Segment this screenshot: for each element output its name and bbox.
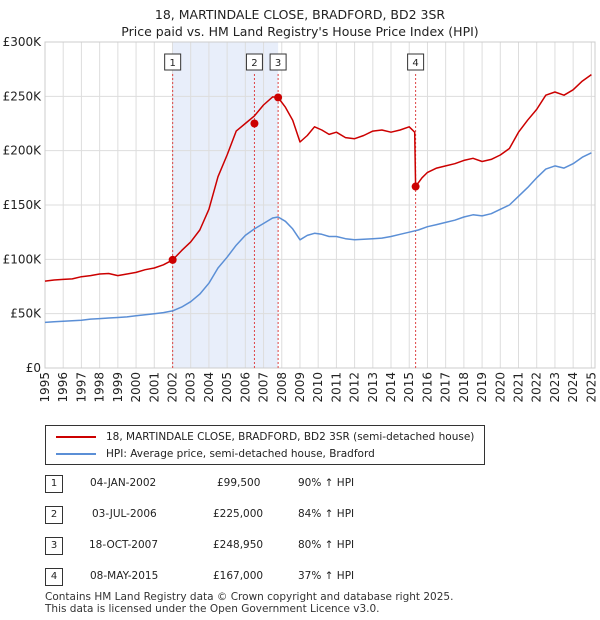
sale-number-badge: 4	[45, 568, 63, 586]
legend-label-property: 18, MARTINDALE CLOSE, BRADFORD, BD2 3SR …	[106, 431, 475, 443]
x-tick-label: 2020	[493, 372, 507, 403]
sale-point	[168, 255, 177, 264]
sale-row: 2 03-JUL-2006 £225,000 84% ↑ HPI	[45, 506, 445, 526]
sale-price: £248,950	[213, 539, 264, 551]
chart-subtitle: Price paid vs. HM Land Registry's House …	[121, 24, 479, 39]
x-tick-label: 2001	[147, 372, 161, 403]
x-tick-label: 2005	[220, 372, 234, 403]
sale-number-badge: 2	[45, 506, 63, 524]
y-tick-label: £150K	[3, 198, 43, 212]
x-tick-label: 2012	[348, 372, 362, 403]
x-tick-label: 2022	[530, 372, 544, 403]
y-tick-label: £100K	[3, 252, 43, 266]
sale-row: 4 08-MAY-2015 £167,000 37% ↑ HPI	[45, 568, 445, 588]
property-price-line	[44, 73, 592, 282]
x-tick-label: 2019	[475, 372, 489, 403]
x-tick-label: 2014	[384, 372, 398, 403]
x-tick-label: 2007	[257, 372, 271, 403]
sale-date: 08-MAY-2015	[90, 570, 159, 582]
sale-price: £225,000	[213, 508, 264, 520]
footer-licence: This data is licensed under the Open Gov…	[45, 603, 380, 615]
legend: 18, MARTINDALE CLOSE, BRADFORD, BD2 3SR …	[45, 425, 485, 465]
x-tick-label: 2021	[512, 372, 526, 403]
x-tick-label: 2011	[329, 372, 343, 403]
x-tick-label: 2024	[566, 372, 580, 403]
sale-hpi-change: 90% ↑ HPI	[298, 477, 355, 489]
y-tick-label: £200K	[3, 144, 43, 158]
price-chart: £0 £50K £100K £150K £200K £250K £300K 1995 1996 1…	[3, 35, 599, 403]
sale-point	[250, 119, 259, 128]
sale-marker-label: 4	[412, 58, 418, 69]
sale-row: 3 18-OCT-2007 £248,950 80% ↑ HPI	[45, 537, 445, 557]
x-tick-label: 2009	[293, 372, 307, 403]
sale-marker-box	[269, 53, 287, 71]
x-tick-label: 2008	[275, 372, 289, 403]
sale-marker-label: 1	[169, 58, 175, 69]
y-tick-label: £250K	[3, 89, 43, 103]
sale-number-badge: 3	[45, 537, 63, 555]
x-tick-label: 1997	[74, 372, 88, 403]
x-tick-label: 1999	[111, 372, 125, 403]
sale-marker-box	[407, 53, 425, 71]
sale-hpi-change: 84% ↑ HPI	[298, 508, 355, 520]
sale-marker-label: 3	[275, 58, 281, 69]
x-tick-label: 2023	[548, 372, 562, 403]
sale-marker-box	[245, 53, 263, 71]
legend-swatch-property	[56, 436, 96, 438]
x-tick-label: 2013	[366, 372, 380, 403]
x-tick-label: 2025	[584, 372, 598, 403]
sale-point	[411, 182, 420, 191]
sale-row: 1 04-JAN-2002 £99,500 90% ↑ HPI	[45, 475, 445, 495]
sale-hpi-change: 80% ↑ HPI	[298, 539, 355, 551]
x-tick-label: 1996	[56, 372, 70, 403]
y-tick-label: £0	[26, 361, 41, 375]
legend-item-hpi: HPI: Average price, semi-detached house,…	[56, 446, 375, 462]
legend-swatch-hpi	[56, 453, 96, 455]
chart-title: 18, MARTINDALE CLOSE, BRADFORD, BD2 3SR	[154, 7, 446, 22]
footer-copyright: Contains HM Land Registry data © Crown c…	[45, 591, 454, 603]
x-tick-label: 2016	[420, 372, 434, 403]
plot-frame	[44, 41, 596, 369]
legend-label-hpi: HPI: Average price, semi-detached house,…	[106, 448, 375, 460]
x-tick-label: 2004	[202, 372, 216, 403]
x-tick-label: 2000	[129, 372, 143, 403]
x-tick-label: 2002	[165, 372, 179, 403]
sale-price: £99,500	[217, 477, 261, 489]
y-tick-label: £300K	[3, 35, 43, 49]
legend-item-property: 18, MARTINDALE CLOSE, BRADFORD, BD2 3SR …	[56, 429, 474, 445]
x-tick-label: 2010	[311, 372, 325, 403]
x-tick-label: 1998	[93, 372, 107, 403]
x-tick-label: 2006	[238, 372, 252, 403]
sale-price: £167,000	[213, 570, 264, 582]
sale-number-badge: 1	[45, 475, 63, 493]
sale-date: 04-JAN-2002	[90, 477, 157, 489]
x-tick-label: 2003	[184, 372, 198, 403]
sale-date: 03-JUL-2006	[92, 508, 157, 520]
x-tick-label: 2015	[402, 372, 416, 403]
sale-hpi-change: 37% ↑ HPI	[298, 570, 355, 582]
x-tick-label: 2018	[457, 372, 471, 403]
sale-point	[274, 93, 283, 102]
sale-marker-box	[164, 53, 182, 71]
y-tick-label: £50K	[10, 307, 42, 321]
x-tick-label: 2017	[439, 372, 453, 403]
sale-marker-label: 2	[251, 58, 257, 69]
x-tick-label: 1995	[38, 372, 52, 403]
hpi-line	[44, 152, 592, 324]
sale-date: 18-OCT-2007	[89, 539, 158, 551]
